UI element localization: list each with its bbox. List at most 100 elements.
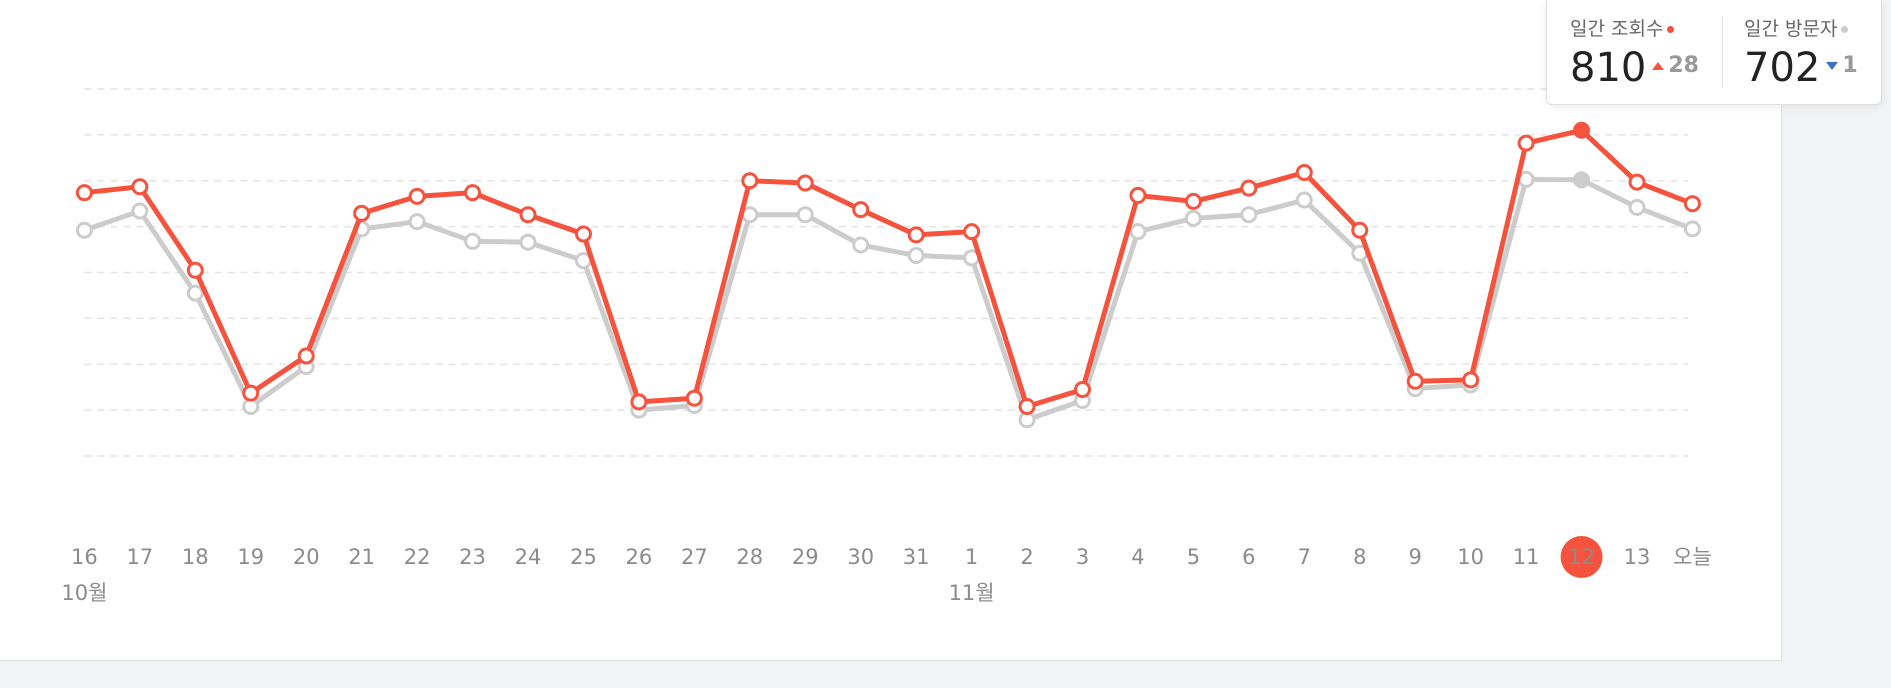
data-point <box>408 187 426 205</box>
data-point <box>131 178 149 196</box>
tooltip: 일간 조회수 810 28 일간 방문자 702 1 <box>1546 0 1882 105</box>
data-point <box>297 347 315 365</box>
tooltip-item: 일간 조회수 810 28 <box>1570 14 1699 91</box>
data-point <box>186 284 204 302</box>
data-point <box>464 232 482 250</box>
tooltip-row: 810 28 <box>1570 41 1699 91</box>
x-tick-label: 21 <box>348 545 375 569</box>
highlight-badge <box>1560 536 1603 578</box>
x-tick-label: 5 <box>1187 545 1200 569</box>
x-tick-label: 1 <box>965 545 978 569</box>
x-tick-label: 7 <box>1298 545 1311 569</box>
data-point <box>1683 220 1701 238</box>
x-tick-label: 18 <box>182 545 209 569</box>
x-tick-label: 4 <box>1131 545 1144 569</box>
data-point <box>1628 173 1646 191</box>
series-name: 일간 조회수 <box>1570 18 1664 40</box>
data-point <box>685 389 703 407</box>
x-tick-label: 3 <box>1076 545 1089 569</box>
month-label: 10월 <box>61 581 107 605</box>
data-point <box>852 236 870 254</box>
x-tick-label: 29 <box>792 545 819 569</box>
delta-arrow <box>1652 62 1665 70</box>
data-point <box>75 184 93 202</box>
data-point <box>519 206 537 224</box>
x-tick-label: 26 <box>626 545 653 569</box>
data-point <box>1573 121 1591 139</box>
data-point <box>796 174 814 192</box>
delta-value: 28 <box>1668 53 1699 78</box>
x-tick-label: 17 <box>126 545 153 569</box>
data-point <box>1406 372 1424 390</box>
data-point <box>574 225 592 243</box>
series-line <box>83 176 1694 423</box>
data-point <box>464 184 482 202</box>
tooltip-row: 702 1 <box>1744 41 1858 91</box>
data-point <box>1628 198 1646 216</box>
x-tick-label: 27 <box>681 545 708 569</box>
x-tick-label: 20 <box>293 545 320 569</box>
data-point <box>1240 179 1258 197</box>
series-name: 일간 방문자 <box>1744 18 1838 40</box>
x-tick-label: 오늘 <box>1673 545 1712 569</box>
delta-arrow <box>1826 62 1839 70</box>
x-tick-label: 22 <box>404 545 431 569</box>
x-tick-label: 9 <box>1409 545 1422 569</box>
data-point <box>1184 192 1202 210</box>
data-point <box>1295 191 1313 209</box>
x-tick-label: 28 <box>736 545 763 569</box>
data-point <box>796 206 814 224</box>
legend-dot <box>1667 26 1675 33</box>
x-tick-label: 10 <box>1457 545 1484 569</box>
data-point <box>630 393 648 411</box>
data-point <box>1351 221 1369 239</box>
x-tick-label: 23 <box>459 545 486 569</box>
data-point <box>1295 163 1313 181</box>
x-tick-label: 30 <box>847 545 874 569</box>
data-point <box>353 204 371 222</box>
x-tick-label: 25 <box>570 545 597 569</box>
month-label: 11월 <box>949 581 995 605</box>
x-tick-label: 31 <box>903 545 930 569</box>
data-point <box>408 213 426 231</box>
x-tick-label: 16 <box>71 545 98 569</box>
series-line <box>84 127 1694 409</box>
data-point <box>741 172 759 190</box>
tooltip-value: 810 <box>1570 45 1647 91</box>
x-tick-label: 8 <box>1353 545 1366 569</box>
x-tick-label: 12 <box>1568 545 1595 569</box>
data-point <box>1184 209 1202 227</box>
data-point <box>1573 171 1591 189</box>
data-point <box>519 233 537 251</box>
tooltip-item: 일간 방문자 702 1 <box>1744 14 1858 91</box>
data-point <box>907 247 925 265</box>
delta-value: 1 <box>1842 53 1858 78</box>
data-point <box>1129 186 1147 204</box>
x-tick-label: 13 <box>1624 545 1651 569</box>
tooltip-divider <box>1722 16 1723 88</box>
tooltip-delta: 28 <box>1652 53 1699 78</box>
data-point <box>1240 206 1258 224</box>
data-point <box>1683 195 1701 213</box>
data-point <box>963 223 981 241</box>
data-point <box>907 226 925 244</box>
x-tick-label: 19 <box>237 545 264 569</box>
data-point <box>1462 371 1480 389</box>
x-tick-label: 6 <box>1242 545 1255 569</box>
legend-dot <box>1841 26 1849 33</box>
data-point <box>186 261 204 279</box>
data-point <box>1074 380 1091 398</box>
data-point <box>131 202 149 220</box>
tooltip-delta: 1 <box>1826 53 1858 78</box>
tooltip-value: 702 <box>1744 45 1821 91</box>
data-point <box>1129 223 1147 241</box>
data-point <box>75 221 93 239</box>
x-tick-label: 11 <box>1513 545 1540 569</box>
data-point <box>852 201 870 219</box>
tooltip-label: 일간 조회수 <box>1570 14 1699 41</box>
data-point <box>1517 134 1535 152</box>
tooltip-label: 일간 방문자 <box>1744 14 1858 41</box>
x-tick-label: 2 <box>1020 545 1033 569</box>
